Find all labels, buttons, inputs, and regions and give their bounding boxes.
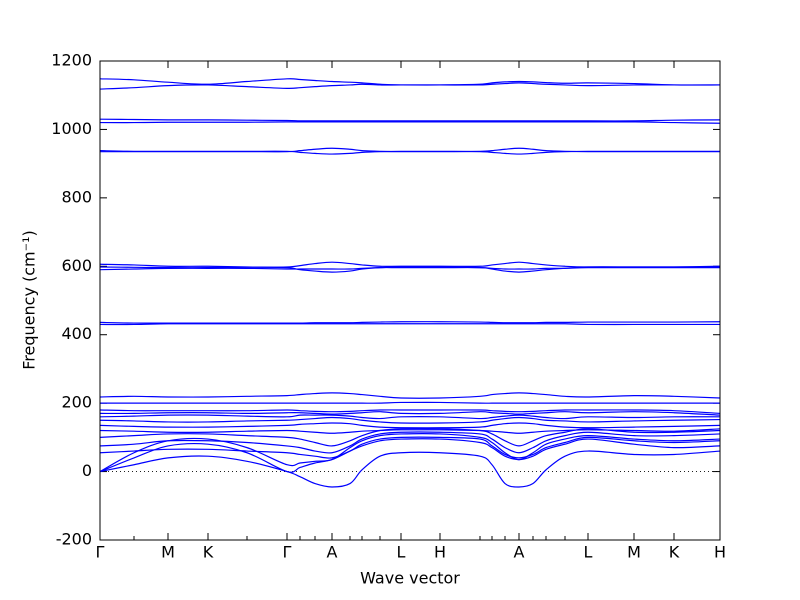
y-tick-label: 0 (82, 461, 92, 480)
x-tick-label: A (514, 543, 525, 562)
band-line (99, 263, 720, 273)
x-tick-label: M (627, 543, 641, 562)
band-line (99, 150, 720, 155)
x-tick-label: H (434, 543, 446, 562)
x-tick-label: L (397, 543, 406, 562)
x-axis-label: Wave vector (360, 569, 460, 588)
band-line (99, 323, 720, 326)
band-line (99, 416, 721, 424)
band-line (99, 431, 721, 454)
y-tick-label: 200 (61, 393, 92, 412)
band-line (99, 78, 721, 86)
y-tick-label: -200 (56, 530, 92, 549)
band-line (99, 433, 721, 473)
band-line (99, 321, 721, 324)
band-line (99, 428, 721, 434)
y-tick-label: 1000 (51, 119, 92, 138)
plot-frame (99, 60, 721, 541)
x-tick-label: L (584, 543, 593, 562)
band-line (99, 392, 721, 399)
y-tick-label: 400 (61, 324, 92, 343)
y-axis-label: Frequency (cm⁻¹) (20, 230, 39, 369)
x-tick-label: H (714, 543, 726, 562)
x-tick-label: A (327, 543, 338, 562)
y-tick-label: 800 (61, 187, 92, 206)
band-line (99, 427, 721, 447)
x-tick-label: Γ (283, 543, 292, 562)
band-line (99, 118, 721, 122)
band-line (99, 411, 721, 416)
y-tick-label: 600 (61, 256, 92, 275)
x-tick-label: K (669, 543, 680, 562)
band-line (99, 450, 721, 488)
band-line (99, 121, 721, 124)
band-line (99, 414, 721, 420)
x-tick-label: Γ (96, 543, 105, 562)
band-line (99, 409, 721, 415)
x-tick-label: K (203, 543, 214, 562)
x-tick-label: M (161, 543, 175, 562)
y-tick-label: 1200 (51, 51, 92, 70)
band-line (99, 401, 720, 404)
band-line (99, 436, 721, 459)
band-line (99, 422, 721, 429)
band-line (99, 438, 721, 473)
